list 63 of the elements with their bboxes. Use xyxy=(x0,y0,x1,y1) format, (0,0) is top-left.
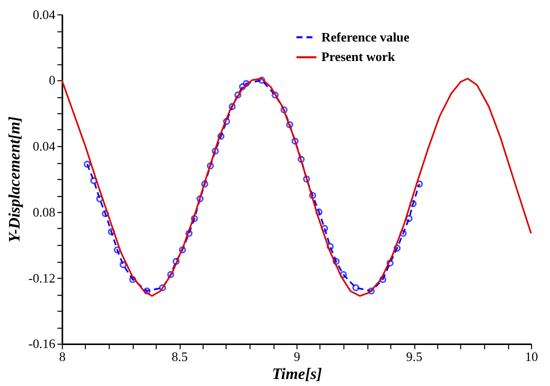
point xyxy=(298,156,305,163)
x-tick-label: 8.5 xyxy=(172,349,188,364)
point xyxy=(386,259,394,267)
point xyxy=(315,208,323,216)
point xyxy=(223,118,230,125)
point xyxy=(144,287,151,295)
x-tick-label: 10 xyxy=(525,349,538,364)
point xyxy=(206,162,214,170)
point xyxy=(326,243,334,250)
point xyxy=(217,132,224,140)
point xyxy=(234,92,242,99)
point xyxy=(96,195,104,202)
point xyxy=(286,121,294,128)
point xyxy=(406,215,413,222)
point xyxy=(292,138,299,145)
point xyxy=(242,80,250,88)
point xyxy=(238,83,246,90)
point xyxy=(258,76,266,84)
point xyxy=(158,284,166,292)
point xyxy=(332,258,340,265)
point xyxy=(352,284,360,292)
point xyxy=(108,228,115,236)
point xyxy=(172,258,180,265)
x-tick-label: 8 xyxy=(59,349,66,364)
y-tick-label: 0.04 xyxy=(32,138,56,154)
y-tick-label: 0 xyxy=(48,72,56,88)
point xyxy=(280,106,288,114)
point xyxy=(321,224,328,232)
y-tick-label: -0.12 xyxy=(28,270,56,286)
legend-label: Reference value xyxy=(321,29,410,44)
point xyxy=(368,287,375,295)
point xyxy=(410,200,417,208)
point xyxy=(129,276,136,284)
y-tick-label: 0.08 xyxy=(32,204,56,220)
point xyxy=(228,103,236,110)
point xyxy=(416,180,423,188)
line-series xyxy=(61,78,532,297)
point xyxy=(84,160,91,168)
point xyxy=(90,177,98,184)
y-axis-title: Y-Displacement[m] xyxy=(6,116,24,243)
point xyxy=(167,271,174,278)
x-axis-title: Time[s] xyxy=(272,366,322,384)
point xyxy=(212,148,219,155)
point xyxy=(400,230,407,237)
point xyxy=(309,192,316,200)
point xyxy=(178,246,186,254)
x-tick-label: 9.5 xyxy=(406,349,422,364)
point xyxy=(190,215,198,222)
y-tick-label: 0.04 xyxy=(32,6,56,22)
y-tick-label: -0.16 xyxy=(28,336,56,352)
point xyxy=(340,271,347,278)
point xyxy=(114,246,121,254)
point xyxy=(394,244,401,252)
point xyxy=(185,230,193,237)
point xyxy=(272,92,279,99)
point xyxy=(120,261,127,268)
legend-label: Present work xyxy=(321,49,396,64)
point xyxy=(196,195,204,202)
point xyxy=(201,180,208,188)
point xyxy=(303,176,310,183)
point xyxy=(379,276,386,284)
point xyxy=(102,210,109,218)
x-tick-label: 9 xyxy=(294,349,300,364)
